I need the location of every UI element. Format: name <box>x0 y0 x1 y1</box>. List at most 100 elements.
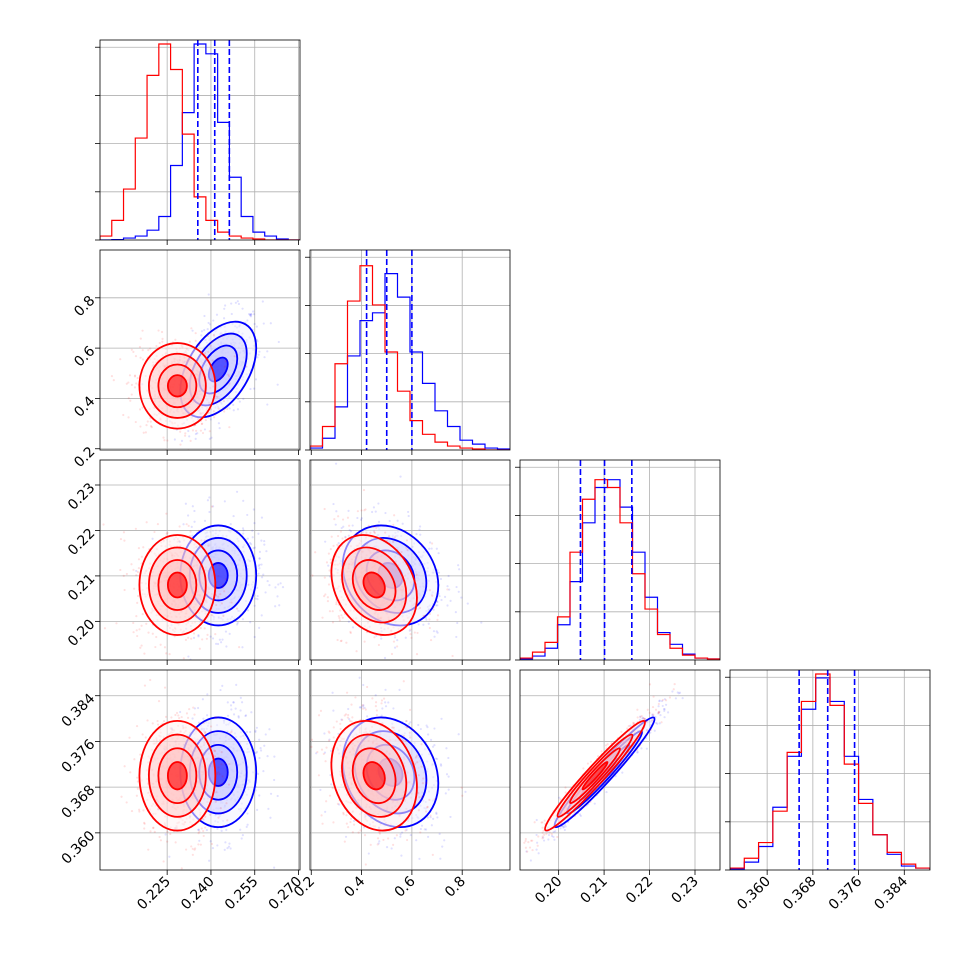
scatter-point-blue <box>430 824 433 827</box>
scatter-point-blue <box>228 407 231 410</box>
scatter-point-red <box>310 738 314 741</box>
scatter-point-red <box>413 631 416 634</box>
scatter-point-red <box>215 791 218 794</box>
scatter-point-blue <box>206 693 209 696</box>
scatter-point-red <box>417 809 420 812</box>
scatter-point-blue <box>269 322 272 325</box>
scatter-point-blue <box>454 610 457 614</box>
scatter-point-blue <box>447 574 450 578</box>
scatter-point-red <box>222 812 225 815</box>
scatter-point-blue <box>203 314 206 318</box>
scatter-point-blue <box>399 833 402 836</box>
scatter-point-red <box>115 622 118 625</box>
scatter-point-blue <box>235 490 239 493</box>
scatter-point-red <box>220 763 223 766</box>
scatter-point-red <box>130 809 134 813</box>
scatter-point-red <box>436 618 439 621</box>
scatter-point-red <box>188 340 191 343</box>
scatter-point-red <box>214 632 217 636</box>
scatter-point-blue <box>252 310 255 313</box>
scatter-point-blue <box>429 738 433 741</box>
scatter-point-red <box>226 819 229 822</box>
scatter-point-blue <box>232 701 235 704</box>
scatter-point-red <box>142 546 145 549</box>
scatter-point-blue <box>342 525 345 528</box>
scatter-point-blue <box>259 749 263 752</box>
scatter-point-red <box>145 622 148 625</box>
scatter-point-blue <box>254 730 257 734</box>
scatter-point-red <box>429 638 433 642</box>
scatter-point-red <box>182 657 185 660</box>
scatter-point-blue <box>256 356 259 359</box>
scatter-point-red <box>201 638 204 641</box>
scatter-point-blue <box>277 583 280 586</box>
scatter-point-red <box>406 548 409 551</box>
y-tick-label: 0.22 <box>65 526 98 559</box>
scatter-point-red <box>209 813 212 816</box>
scatter-point-red <box>362 488 366 492</box>
scatter-point-blue <box>347 509 350 512</box>
scatter-point-red <box>163 646 167 649</box>
scatter-point-blue <box>219 688 222 692</box>
scatter-point-red <box>146 420 149 423</box>
scatter-point-red <box>377 643 381 647</box>
scatter-point-blue <box>445 773 449 776</box>
scatter-point-red <box>134 527 137 530</box>
scatter-point-red <box>325 561 329 564</box>
scatter-point-red <box>223 590 226 593</box>
scatter-point-red <box>415 573 418 576</box>
scatter-point-red <box>179 443 182 446</box>
scatter-point-blue <box>337 541 340 545</box>
scatter-point-blue <box>273 755 276 758</box>
scatter-point-red <box>218 773 221 776</box>
scatter-point-red <box>303 588 305 590</box>
scatter-point-red <box>217 766 220 769</box>
scatter-point-blue <box>215 313 219 316</box>
scatter-point-red <box>136 776 139 779</box>
scatter-point-red <box>203 539 206 542</box>
scatter-point-blue <box>447 756 450 760</box>
scatter-point-blue <box>258 557 261 560</box>
scatter-point-blue <box>393 636 397 639</box>
scatter-point-blue <box>393 837 396 840</box>
scatter-point-red <box>132 631 135 634</box>
scatter-point-red <box>132 350 135 353</box>
scatter-point-blue <box>221 684 224 687</box>
scatter-point-red <box>211 359 214 362</box>
scatter-point-red <box>219 807 222 810</box>
scatter-point-red <box>321 822 324 825</box>
scatter-point-blue <box>426 816 430 819</box>
scatter-point-red <box>187 524 190 528</box>
scatter-point-red <box>209 725 213 728</box>
scatter-point-red <box>144 736 147 739</box>
scatter-point-blue <box>254 729 257 732</box>
scatter-point-red <box>192 632 196 635</box>
scatter-point-red <box>166 531 169 534</box>
scatter-point-red <box>227 373 230 376</box>
scatter-point-blue <box>268 584 271 587</box>
scatter-point-blue <box>173 438 176 441</box>
scatter-point-red <box>119 568 122 572</box>
scatter-point-blue <box>266 350 269 353</box>
scatter-point-blue <box>241 618 245 621</box>
scatter-point-blue <box>193 509 196 513</box>
scatter-point-red <box>228 426 231 429</box>
scatter-point-red <box>390 652 394 656</box>
scatter-point-blue <box>191 329 194 332</box>
panel-3-1: 0.2 0.4 0.6 0.8 <box>291 669 511 901</box>
scatter-point-red <box>341 616 344 619</box>
scatter-point-blue <box>417 623 420 626</box>
scatter-point-red <box>160 330 164 334</box>
scatter-point-red <box>166 439 169 442</box>
scatter-point-red <box>415 754 418 757</box>
scatter-point-blue <box>246 812 249 815</box>
y-tick-label: 0.2 <box>71 444 98 471</box>
scatter-point-red <box>396 645 399 648</box>
scatter-point-blue <box>427 622 430 625</box>
scatter-point-blue <box>236 623 239 626</box>
scatter-point-red <box>429 814 432 817</box>
scatter-point-red <box>214 716 218 719</box>
scatter-point-red <box>327 739 331 742</box>
panel-2-2 <box>515 459 721 665</box>
